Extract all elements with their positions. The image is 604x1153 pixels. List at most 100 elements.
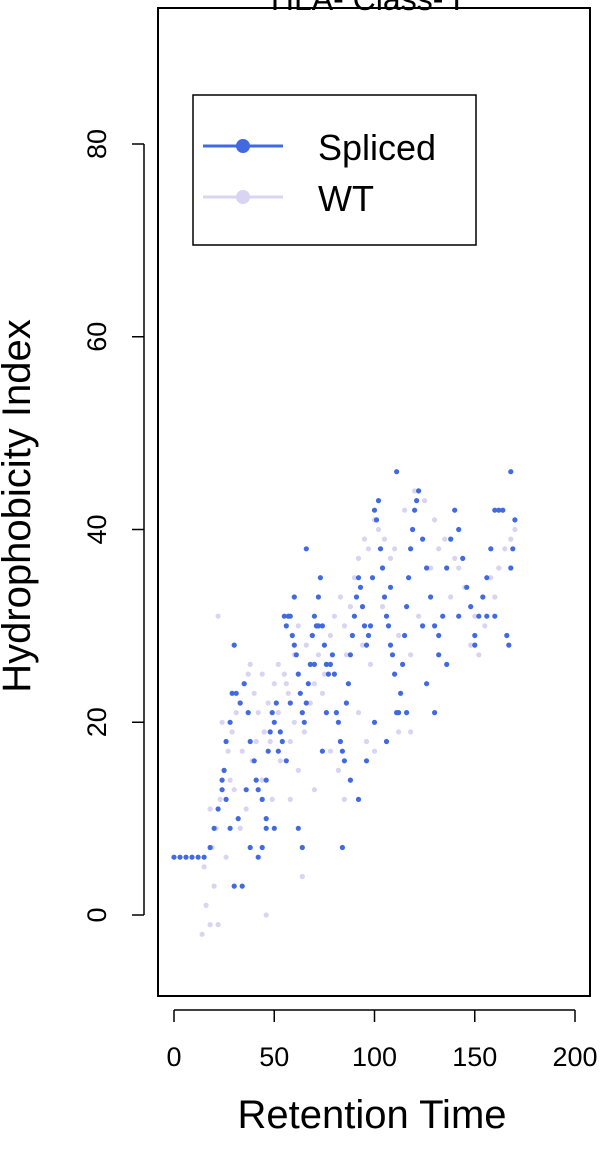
point-spliced [319,623,325,629]
point-spliced [508,565,514,571]
x-tick-label: 0 [166,1042,181,1072]
point-spliced [271,719,277,725]
point-spliced [369,575,376,581]
point-spliced [309,632,315,639]
point-spliced [472,632,478,639]
point-wt [281,671,287,677]
point-wt [295,623,301,629]
point-spliced [235,816,241,822]
point-wt [351,575,357,581]
point-wt [299,873,305,880]
point-wt [472,613,478,619]
point-wt [512,526,518,533]
point-spliced [329,652,335,658]
point-wt [283,681,289,687]
point-spliced [265,748,271,754]
plot-area [157,7,591,997]
point-spliced [456,526,462,533]
point-spliced [379,565,386,571]
point-wt [448,594,454,600]
point-wt [375,526,382,533]
point-spliced [195,854,201,860]
point-wt [255,710,261,716]
point-wt [251,690,257,696]
point-spliced [207,844,213,851]
y-axis-title: Hydrophobicity Index [0,319,39,693]
point-spliced [219,777,225,783]
point-spliced [237,700,243,706]
point-wt [319,690,325,696]
point-wt [468,642,474,648]
point-spliced [355,575,362,581]
point-spliced [387,642,394,648]
x-tick-label: 100 [352,1042,397,1072]
point-wt [227,777,233,783]
legend-marker-wt [236,190,250,204]
point-spliced [381,594,388,600]
point-spliced [287,613,293,619]
point-spliced [291,594,297,600]
point-spliced [468,604,474,610]
point-spliced [339,748,345,754]
point-spliced [410,526,416,533]
point-spliced [233,690,239,696]
y-tick-label: 60 [82,322,112,352]
point-spliced [383,613,390,619]
point-spliced [432,623,438,629]
point-spliced [315,623,321,629]
point-spliced [201,854,207,860]
point-wt [408,729,414,735]
point-wt [311,681,317,687]
point-spliced [476,613,482,619]
point-wt [217,796,223,803]
point-wt [307,700,313,706]
point-spliced [359,604,366,610]
point-spliced [398,690,404,696]
point-spliced [444,565,450,571]
point-spliced [363,642,370,648]
point-spliced [325,671,331,677]
point-wt [211,883,217,889]
point-wt [363,738,370,745]
point-spliced [263,816,269,822]
point-wt [381,536,388,542]
point-spliced [215,806,221,812]
point-spliced [506,642,512,648]
point-spliced [420,536,426,542]
point-wt [408,652,414,658]
point-spliced [339,844,345,851]
point-spliced [345,681,351,687]
y-tick-label: 0 [82,907,112,922]
point-spliced [297,690,303,696]
point-wt [291,719,297,725]
point-wt [261,729,267,735]
point-wt [215,613,221,619]
point-spliced [239,883,245,889]
point-spliced [389,652,396,658]
point-wt [239,748,245,754]
point-wt [396,632,402,639]
point-wt [402,507,408,513]
point-spliced [375,498,382,504]
point-spliced [351,613,357,619]
point-spliced [279,738,285,745]
point-spliced [504,632,510,639]
point-spliced [432,710,438,716]
point-spliced [353,594,360,600]
x-tick-label: 150 [452,1042,497,1072]
point-wt [488,575,494,581]
point-wt [327,748,333,754]
point-wt [476,652,482,658]
point-wt [355,555,362,562]
point-spliced [171,854,177,860]
x-axis: 0 50 100 150 200 [166,1009,598,1072]
point-wt [331,613,337,619]
point-spliced [400,661,406,668]
point-wt [301,729,307,735]
point-wt [277,758,283,764]
point-spliced [341,758,347,764]
legend-marker-spliced [236,139,250,153]
point-spliced [177,854,183,860]
point-wt [412,488,418,494]
point-wt [335,767,341,774]
